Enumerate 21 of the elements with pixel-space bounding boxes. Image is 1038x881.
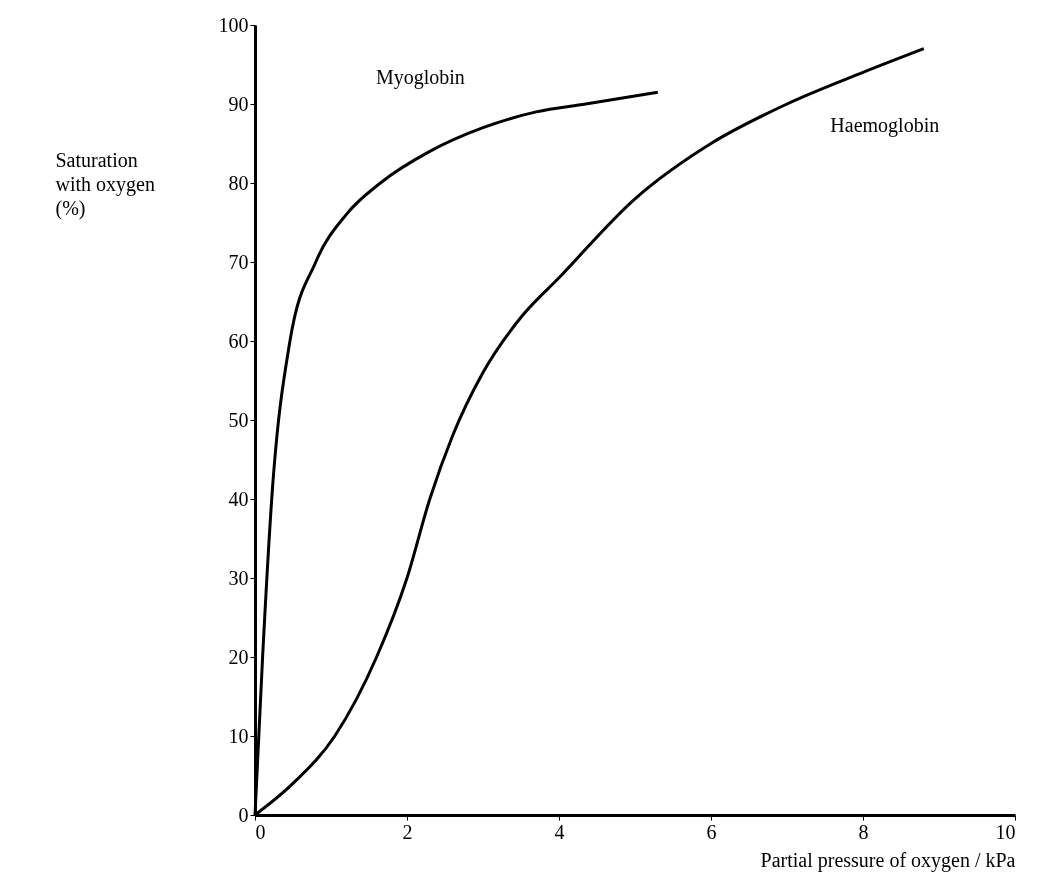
y-tick-label: 100 xyxy=(218,13,249,36)
x-tick-label: 0 xyxy=(255,820,266,843)
x-tick-label: 2 xyxy=(402,820,413,843)
x-axis-title: Partial pressure of oxygen / kPa xyxy=(760,848,1016,872)
y-tick-label: 90 xyxy=(228,92,249,115)
y-tick-label: 50 xyxy=(228,408,249,431)
y-tick-label: 20 xyxy=(228,645,249,668)
y-axis-title: Saturation with oxygen (%) xyxy=(55,148,155,220)
x-tick-label: 4 xyxy=(554,820,565,843)
x-tick-label: 10 xyxy=(995,820,1016,843)
y-tick-label: 40 xyxy=(228,487,249,510)
y-tick-label: 0 xyxy=(238,803,249,826)
x-tick-label: 8 xyxy=(858,820,869,843)
x-tick-label: 6 xyxy=(706,820,717,843)
y-tick-label: 30 xyxy=(228,566,249,589)
y-tick-label: 60 xyxy=(228,329,249,352)
y-tick-label: 80 xyxy=(228,171,249,194)
y-tick-label: 70 xyxy=(228,250,249,273)
y-tick-label: 10 xyxy=(228,724,249,747)
series-label: Haemoglobin xyxy=(830,113,940,137)
text: Myoglobin xyxy=(375,66,465,90)
